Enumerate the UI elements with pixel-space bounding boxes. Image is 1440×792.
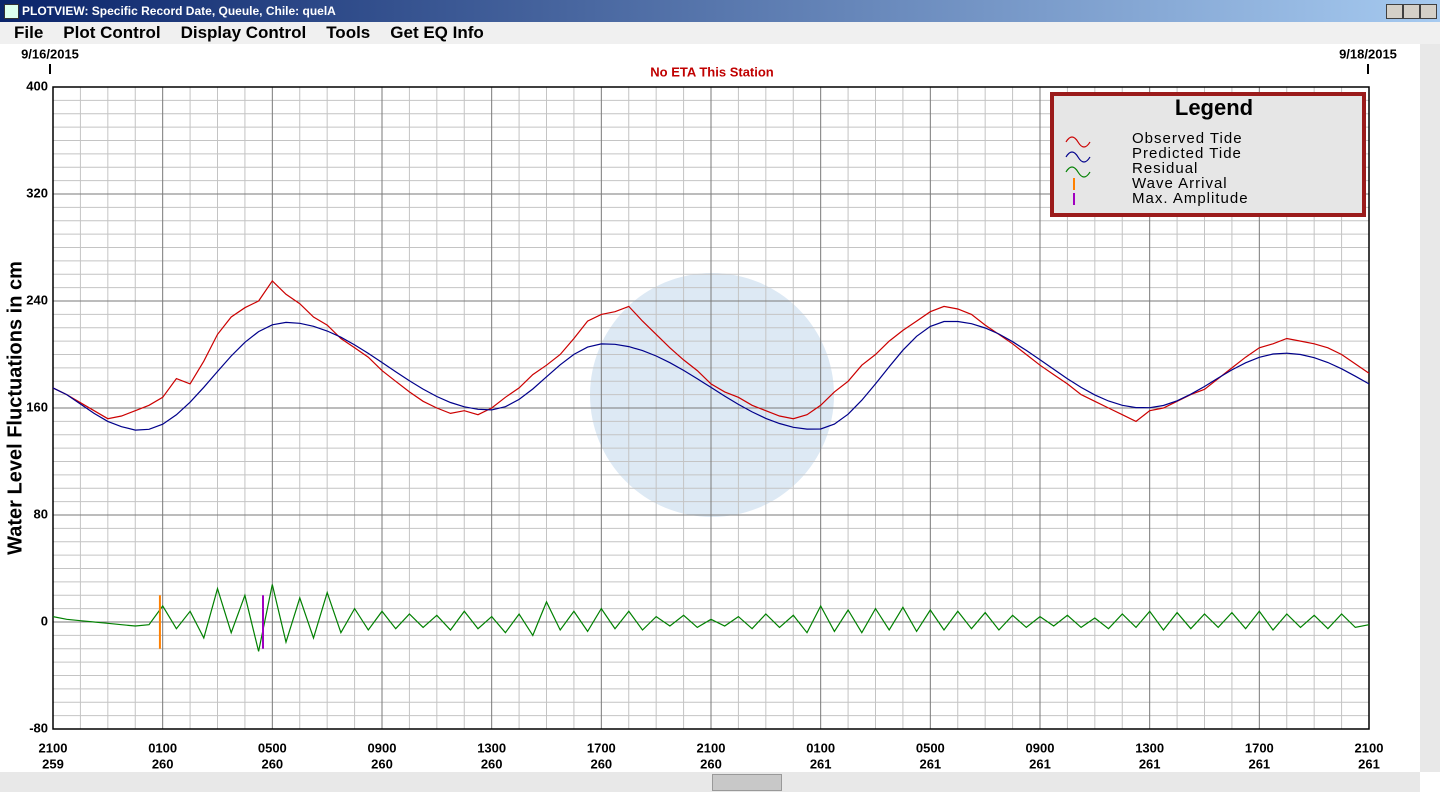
legend-label: Predicted Tide	[1132, 145, 1242, 162]
y-tick-label: 240	[26, 292, 48, 307]
x-tick-label: 2100	[697, 740, 726, 755]
plot-border	[52, 86, 1370, 730]
x-tick-label: 260	[261, 756, 283, 771]
end-date: 9/18/2015	[1339, 46, 1397, 61]
x-tick-label: 261	[919, 756, 941, 771]
x-tick-label: 261	[810, 756, 832, 771]
legend-box	[1050, 92, 1366, 217]
chart: 9/16/2015 9/18/2015 No ETA This Station …	[4, 46, 1397, 771]
title-bar: PLOTVIEW: Specific Record Date, Queule, …	[0, 0, 1440, 22]
close-button[interactable]	[1420, 4, 1437, 19]
menu-item[interactable]: Display Control	[180, 23, 307, 42]
x-tick-label: 0100	[148, 740, 177, 755]
menu-bar: File Plot Control Display Control Tools Get …	[0, 22, 1440, 44]
legend-label: Residual	[1132, 160, 1198, 177]
menu-item[interactable]: Get EQ Info	[390, 23, 484, 42]
menu-item[interactable]: File	[14, 23, 44, 42]
x-tick-label: 0900	[368, 740, 397, 755]
legend-label: Max. Amplitude	[1132, 190, 1249, 207]
x-tick-label: 259	[42, 756, 64, 771]
x-tick-label: 2100	[39, 740, 68, 755]
y-tick-label: -80	[29, 720, 48, 735]
x-tick-label: 261	[1248, 756, 1270, 771]
x-tick-label: 260	[590, 756, 612, 771]
y-axis-label: Water Level Fluctuations in cm	[4, 261, 26, 555]
legend-symbol	[1065, 166, 1091, 178]
horizontal-scrollbar[interactable]	[0, 772, 1420, 792]
x-tick-label: 261	[1139, 756, 1161, 771]
y-tick-label: 400	[26, 78, 48, 93]
legend-label: Wave Arrival	[1132, 175, 1228, 192]
menu-item[interactable]: Tools	[326, 23, 371, 42]
x-tick-label: 260	[481, 756, 503, 771]
y-tick-label: 160	[26, 399, 48, 414]
legend-symbol	[1065, 151, 1091, 163]
x-tick-label: 0900	[1026, 740, 1055, 755]
x-tick-label: 260	[700, 756, 722, 771]
x-tick-label: 261	[1029, 756, 1051, 771]
x-tick-label: 1700	[1245, 740, 1274, 755]
y-tick-label: 0	[41, 613, 48, 628]
legend-title: Legend	[1175, 95, 1253, 120]
x-tick-label: 261	[1358, 756, 1380, 771]
series-line	[52, 279, 1370, 423]
y-tick-label: 320	[26, 185, 48, 200]
vertical-scrollbar[interactable]	[1420, 44, 1440, 772]
start-date: 9/16/2015	[21, 46, 79, 61]
window-title: PLOTVIEW: Specific Record Date, Queule, …	[22, 4, 336, 18]
legend-label: Observed Tide	[1132, 130, 1243, 147]
series-line	[52, 584, 1370, 652]
x-tick-label: 1700	[587, 740, 616, 755]
x-tick-label: 2100	[1355, 740, 1384, 755]
minimize-button[interactable]	[1386, 4, 1403, 19]
x-tick-label: 0500	[916, 740, 945, 755]
legend-symbol	[1065, 136, 1091, 148]
x-tick-label: 1300	[1135, 740, 1164, 755]
maximize-button[interactable]	[1403, 4, 1420, 19]
y-tick-label: 80	[34, 506, 48, 521]
x-tick-label: 260	[152, 756, 174, 771]
subtitle: No ETA This Station	[650, 64, 774, 79]
menu-item[interactable]: Plot Control	[63, 23, 161, 42]
x-tick-label: 0100	[806, 740, 835, 755]
x-tick-label: 260	[371, 756, 393, 771]
x-tick-label: 1300	[477, 740, 506, 755]
scroll-thumb[interactable]	[712, 774, 782, 791]
series-line	[52, 320, 1370, 431]
x-tick-label: 0500	[258, 740, 287, 755]
app-icon	[4, 4, 19, 19]
